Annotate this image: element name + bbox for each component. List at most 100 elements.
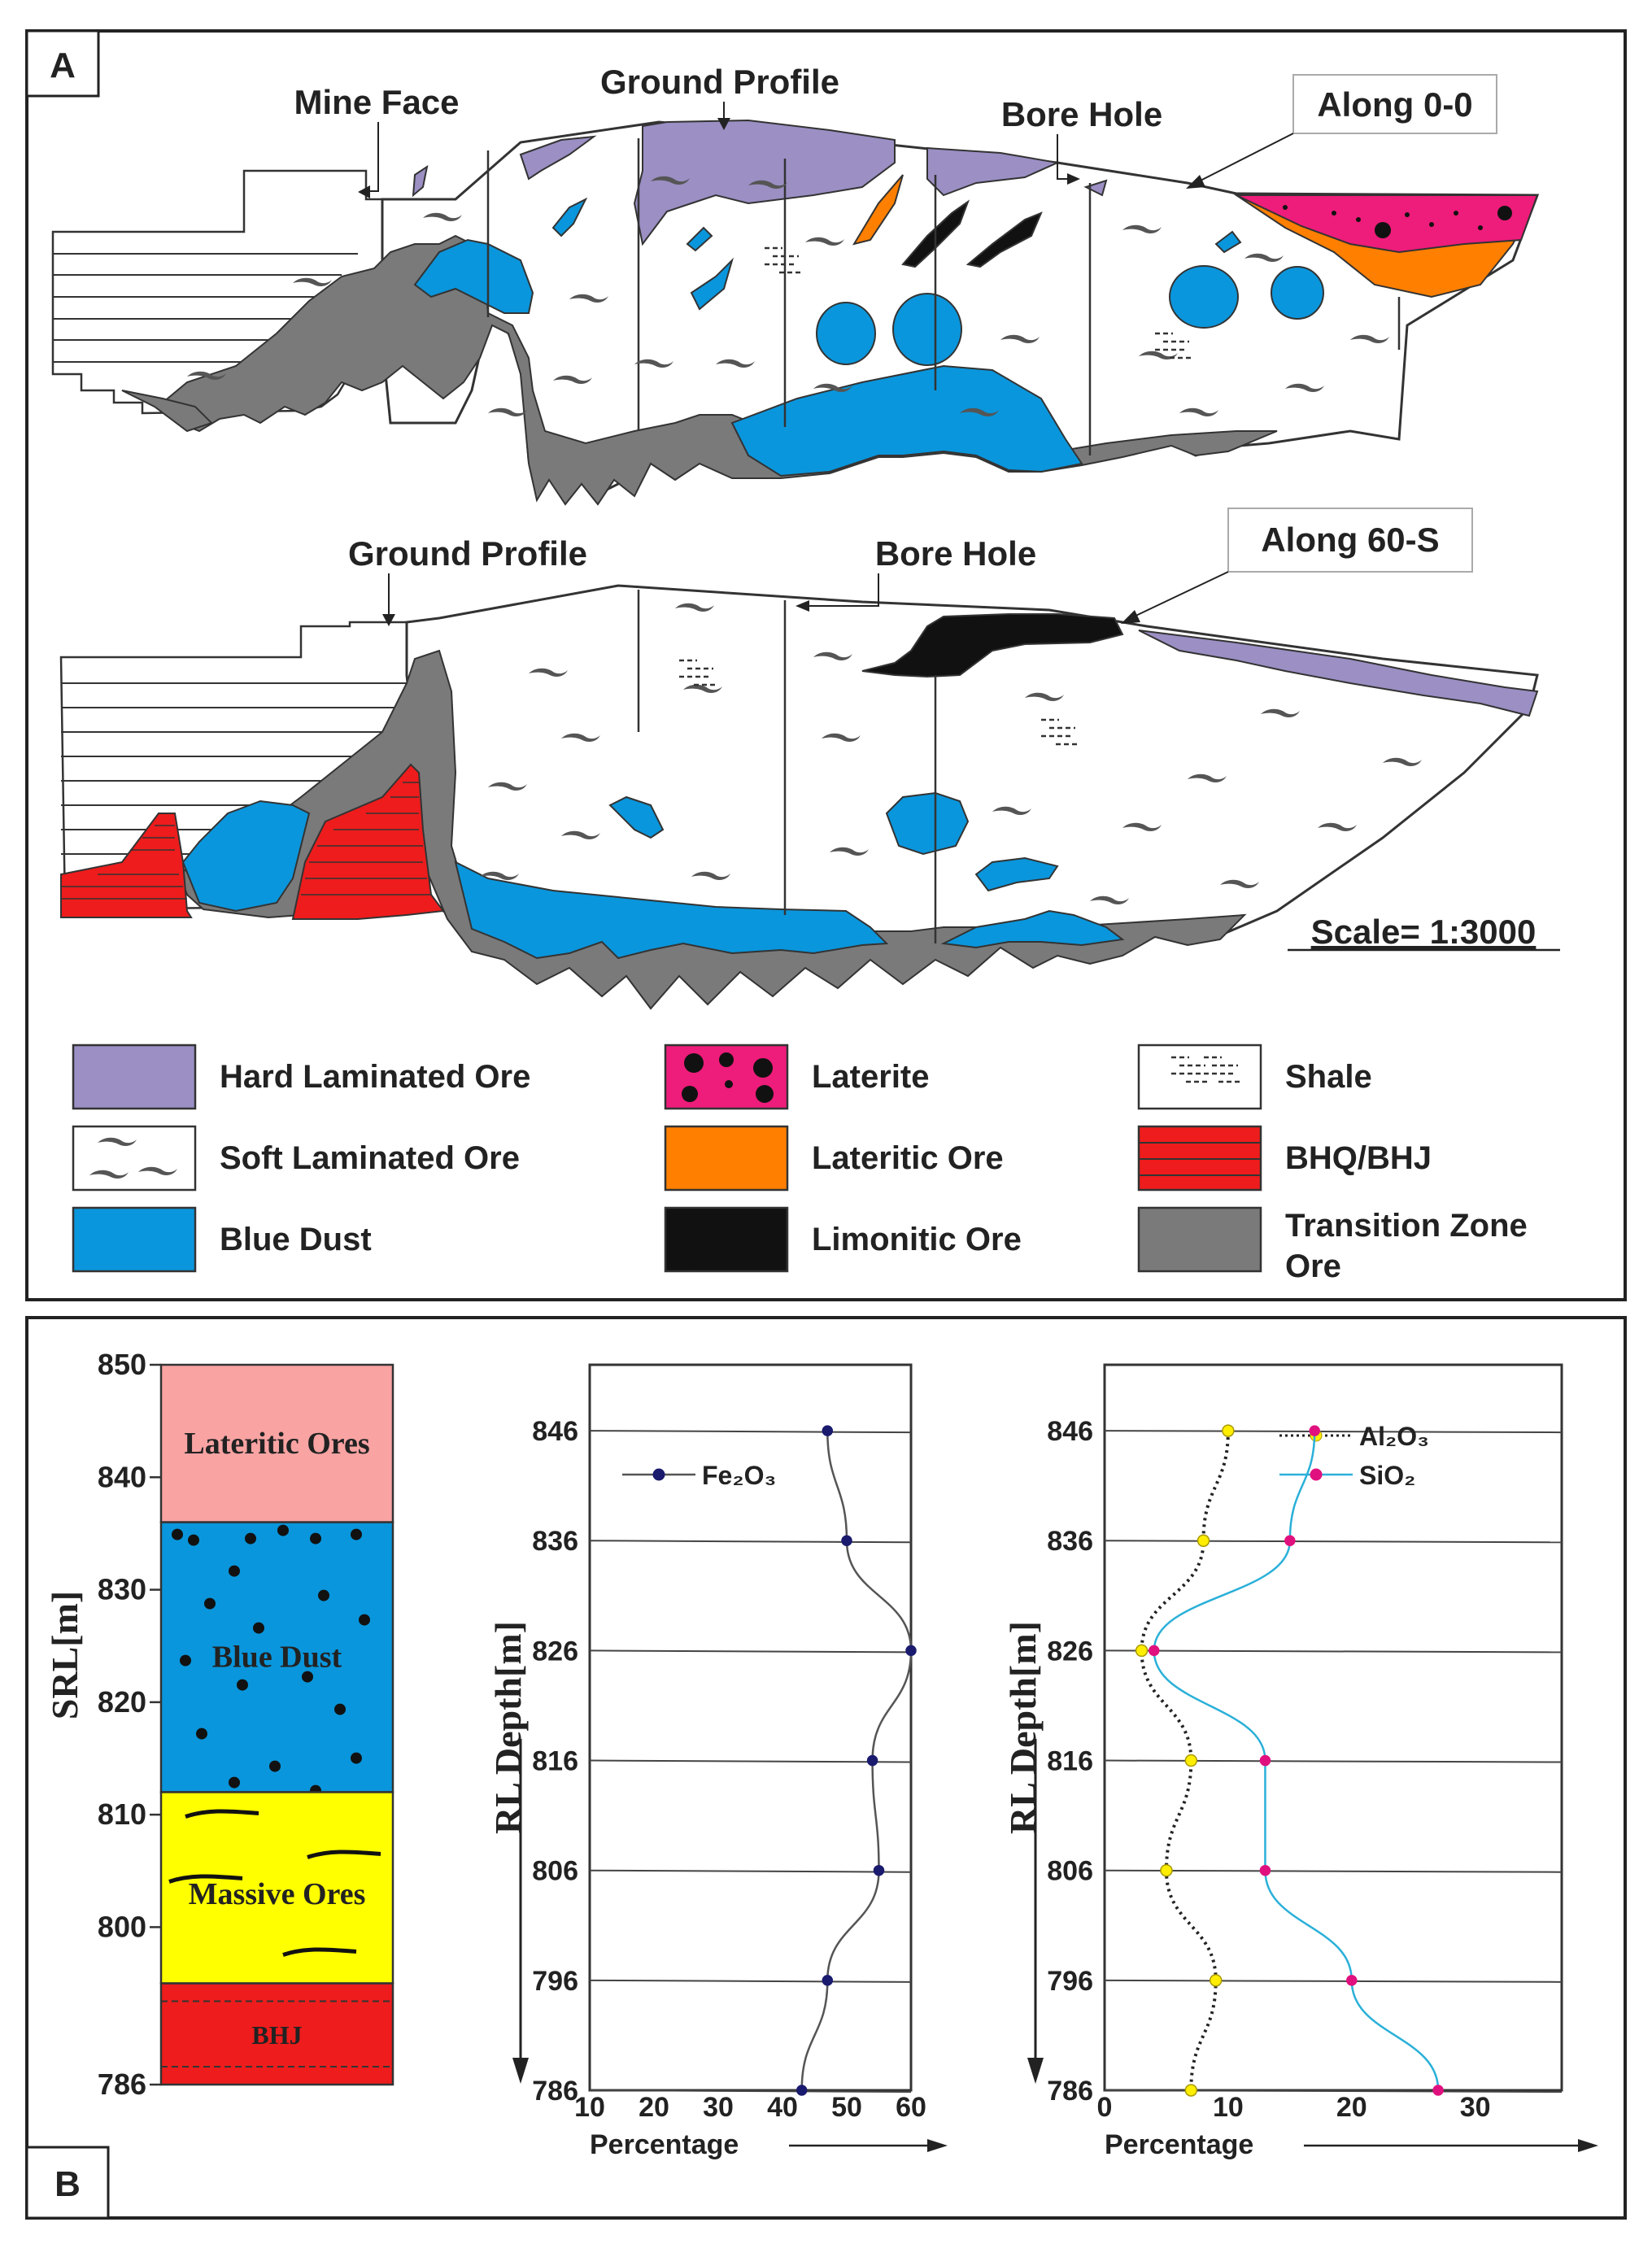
legend-swatch [1137, 1044, 1262, 1110]
data-point [1160, 1863, 1173, 1877]
x-axis-label: Percentage [590, 2129, 739, 2160]
column-layer-2: Blue Dust [159, 1521, 394, 1797]
gridline [1104, 1979, 1563, 1983]
depth-tick-label: 836 [532, 1526, 578, 1557]
data-point [822, 1975, 834, 1986]
series-legend-label: Fe₂O₃ [702, 1461, 776, 1490]
blue-dust-2a [181, 800, 311, 913]
data-point [1209, 1974, 1223, 1987]
x-tick-label: 10 [1213, 2092, 1244, 2123]
column-layer-4: BHJ [159, 1982, 394, 2086]
column-layer-1: Lateritic Ores [159, 1363, 394, 1523]
panel-b-tag-box [25, 2146, 110, 2220]
depth-tick-label: 846 [532, 1416, 578, 1447]
legend-swatch [72, 1044, 197, 1110]
gridline [1104, 1649, 1563, 1654]
column-layer-3: Massive Ores [159, 1791, 394, 1985]
bore-hole-label-2: Bore Hole [875, 534, 1036, 573]
depth-tick-label: 796 [1047, 1966, 1093, 1997]
gridline [1104, 1869, 1563, 1873]
data-point [1259, 1754, 1271, 1767]
data-point [1222, 1424, 1235, 1437]
stratigraphic-column: Lateritic Ores Blue Dust Massive Ores BHJ 85… [44, 1348, 394, 2101]
depth-tick-label: 826 [532, 1636, 578, 1667]
panel-b-tag: B [54, 2164, 81, 2204]
layer-label: Blue Dust [212, 1641, 342, 1675]
column-tick-label: 810 [98, 1797, 146, 1831]
gridline [589, 2089, 912, 2093]
along-60-s-label: Along 60-S [1261, 521, 1439, 559]
gridline [589, 1430, 912, 1434]
gridline [589, 1649, 912, 1654]
legend-item-2: Soft Laminated Ore [72, 1125, 520, 1192]
data-point [1259, 1864, 1271, 1876]
data-point [1309, 1425, 1320, 1436]
legend-label: Transition Zone [1285, 1208, 1528, 1244]
x-tick-label: 60 [896, 2092, 926, 2123]
legend-item-1: Hard Laminated Ore [72, 1044, 530, 1110]
legend-item-8: BHQ/BHJ [1137, 1125, 1432, 1192]
layer-block [159, 1363, 394, 1523]
legend-label: Laterite [812, 1059, 930, 1095]
x-tick-label: 0 [1097, 2092, 1113, 2123]
depth-tick-label: 816 [1047, 1746, 1093, 1777]
legend-item-7: Shale [1137, 1044, 1372, 1110]
x-tick-label: 30 [1460, 2092, 1491, 2123]
depth-tick-label: 786 [532, 2076, 578, 2107]
data-point [1149, 1645, 1160, 1657]
data-point [1432, 2085, 1444, 2096]
depth-tick-label: 846 [1047, 1416, 1093, 1447]
data-point [1197, 1534, 1210, 1547]
legend-label-line2: Ore [1285, 1248, 1341, 1284]
scale-label: Scale= 1:3000 [1311, 913, 1536, 951]
ground-profile-label-2: Ground Profile [348, 534, 587, 573]
series-legend-label: SiO₂ [1359, 1461, 1415, 1490]
gridline [589, 1540, 912, 1544]
legend-label: Hard Laminated Ore [220, 1059, 530, 1095]
gridline [589, 1759, 912, 1763]
section-along-60-s: Ground Profile Bore Hole Along 60-S [59, 508, 1539, 1010]
gridline [1104, 1540, 1563, 1544]
legend-swatch [72, 1125, 197, 1192]
legend-item-3: Blue Dust [72, 1206, 372, 1273]
data-point [1184, 1754, 1198, 1767]
legend-label: BHQ/BHJ [1285, 1140, 1432, 1176]
data-point [822, 1425, 834, 1436]
legend-label: Lateritic Ore [812, 1140, 1004, 1176]
column-tick-label: 820 [98, 1685, 146, 1719]
column-tick-label: 786 [98, 2068, 146, 2101]
legend-item-6: Limonitic Ore [664, 1206, 1022, 1273]
data-point [1184, 2084, 1198, 2097]
column-tick-label: 800 [98, 1910, 146, 1943]
legend-label: Shale [1285, 1059, 1372, 1095]
legend-swatch [664, 1125, 789, 1192]
x-tick-label: 20 [1336, 2092, 1367, 2123]
limonitic-ore-2 [861, 613, 1124, 678]
legend-label: Blue Dust [220, 1222, 372, 1257]
data-point [1135, 1644, 1149, 1658]
legend-swatch [1137, 1206, 1262, 1273]
hard-ore-2 [1138, 630, 1539, 717]
gridline [1104, 1759, 1563, 1763]
bore-hole-label-1: Bore Hole [1001, 95, 1162, 133]
x-tick-label: 50 [831, 2092, 862, 2123]
layer-label: BHJ [251, 2020, 302, 2050]
legend-label: Soft Laminated Ore [220, 1140, 520, 1176]
data-point [1346, 1975, 1358, 1986]
legend-marker [652, 1468, 665, 1481]
depth-tick-label: 816 [532, 1746, 578, 1777]
data-point [866, 1754, 878, 1767]
section-along-0-0: Mine Face Ground Profile Bore Hole Along… [51, 63, 1540, 506]
legend-item-9: Transition Zone Ore [1137, 1206, 1528, 1284]
data-point [905, 1645, 917, 1657]
x-tick-label: 20 [639, 2092, 669, 2123]
x-axis-label: Percentage [1105, 2129, 1253, 2160]
blue-dust-2b [454, 861, 889, 960]
column-tick-label: 850 [98, 1348, 146, 1381]
legend-label: Limonitic Ore [812, 1222, 1022, 1257]
column-tick-label: 830 [98, 1573, 146, 1606]
legend-swatch [72, 1206, 197, 1273]
gridline [1104, 1430, 1563, 1434]
